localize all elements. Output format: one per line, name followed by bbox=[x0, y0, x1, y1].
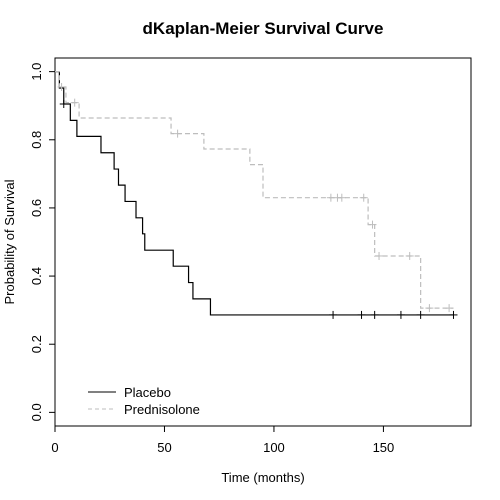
x-tick-label: 100 bbox=[263, 440, 285, 455]
censor-mark-prednisolone bbox=[445, 304, 454, 313]
censor-mark-prednisolone bbox=[405, 251, 414, 260]
censor-mark-prednisolone bbox=[70, 98, 79, 107]
censor-mark-prednisolone bbox=[368, 220, 377, 229]
series-layer bbox=[55, 71, 458, 319]
x-tick-label: 0 bbox=[51, 440, 58, 455]
y-axis: 0.0 0.2 0.4 0.6 0.8 1.0 bbox=[29, 63, 55, 421]
censor-mark-prednisolone bbox=[173, 129, 182, 138]
censor-mark-placebo bbox=[370, 310, 379, 319]
legend: Placebo Prednisolone bbox=[88, 385, 200, 417]
censor-mark-prednisolone bbox=[359, 193, 368, 202]
censor-mark-placebo bbox=[449, 310, 458, 319]
y-tick-label: 0.6 bbox=[29, 199, 44, 217]
x-tick-label: 50 bbox=[157, 440, 171, 455]
x-axis-label: Time (months) bbox=[221, 470, 304, 485]
censor-mark-prednisolone bbox=[375, 251, 384, 260]
legend-label-placebo: Placebo bbox=[124, 385, 171, 400]
series-line-prednisolone bbox=[55, 71, 454, 309]
chart-title: dKaplan-Meier Survival Curve bbox=[143, 19, 384, 38]
censor-mark-placebo bbox=[416, 310, 425, 319]
censor-mark-prednisolone bbox=[425, 304, 434, 313]
y-tick-label: 1.0 bbox=[29, 63, 44, 81]
y-tick-label: 0.0 bbox=[29, 403, 44, 421]
y-tick-label: 0.8 bbox=[29, 131, 44, 149]
censor-mark-placebo bbox=[329, 310, 338, 319]
censor-mark-placebo bbox=[396, 310, 405, 319]
x-axis: 0 50 100 150 bbox=[51, 426, 394, 455]
series-line-placebo bbox=[55, 71, 454, 316]
y-tick-label: 0.2 bbox=[29, 335, 44, 353]
censor-mark-placebo bbox=[59, 100, 68, 108]
y-axis-label: Probability of Survival bbox=[2, 179, 17, 304]
censor-mark-placebo bbox=[357, 310, 366, 319]
censor-mark-prednisolone bbox=[337, 193, 346, 202]
censor-mark-prednisolone bbox=[57, 82, 66, 91]
y-tick-label: 0.4 bbox=[29, 267, 44, 285]
x-tick-label: 150 bbox=[373, 440, 395, 455]
plot-frame bbox=[54, 57, 472, 427]
legend-label-prednisolone: Prednisolone bbox=[124, 402, 200, 417]
